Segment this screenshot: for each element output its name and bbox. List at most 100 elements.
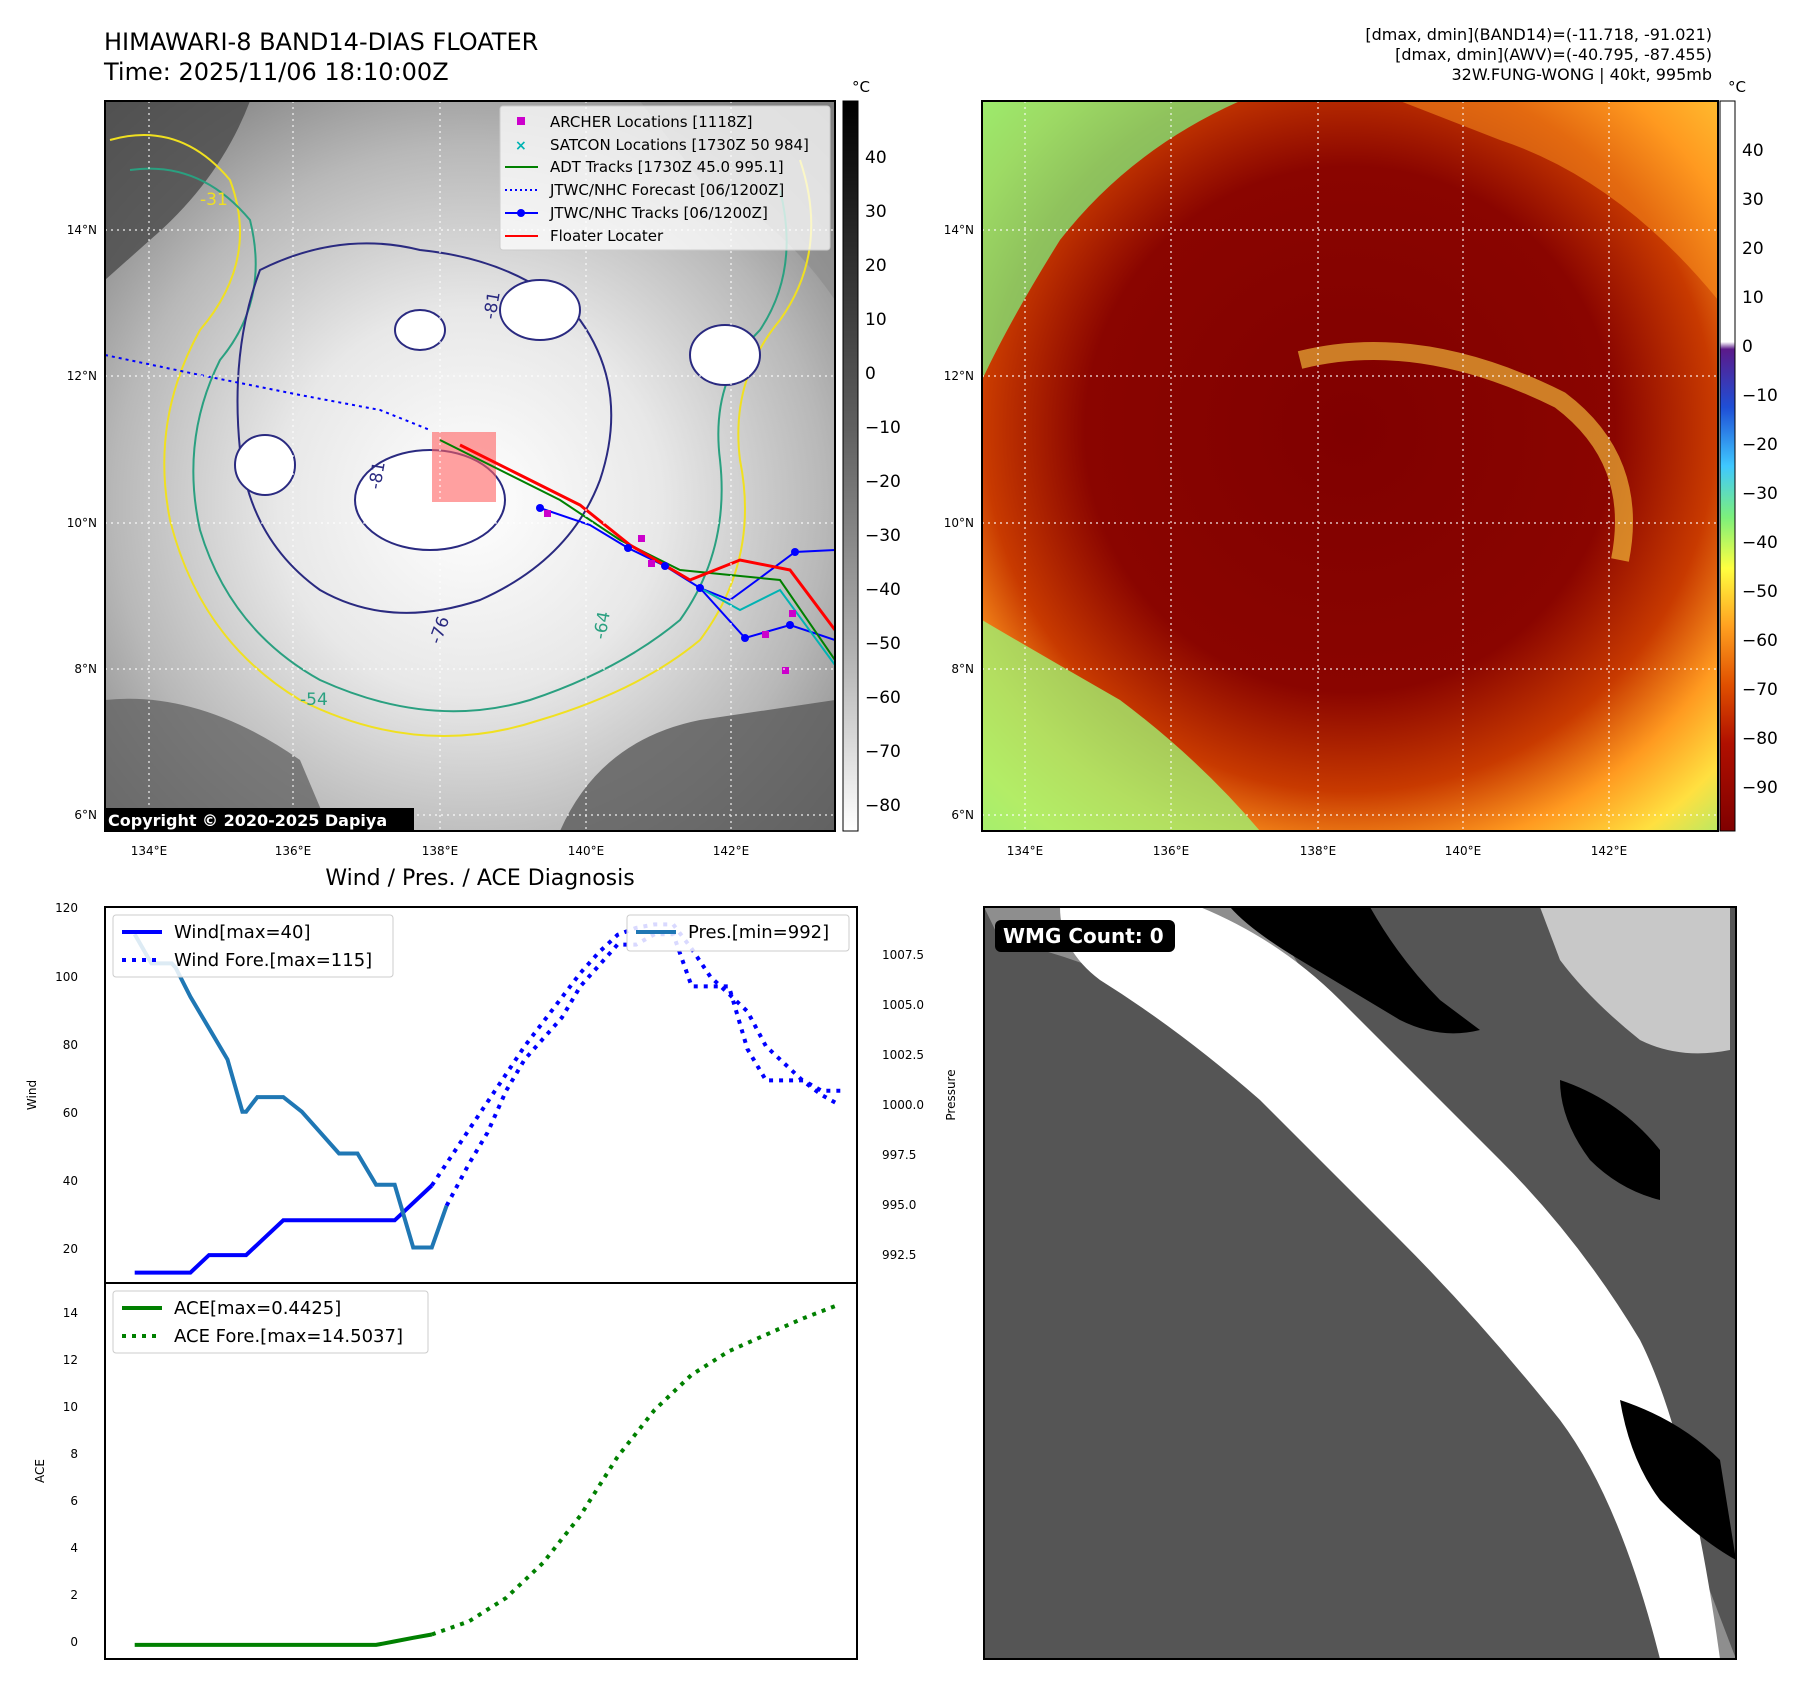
contour-label: -64 xyxy=(590,610,615,641)
legend-floater-label: Floater Locater xyxy=(550,227,664,245)
ir-cbar-tick: −50 xyxy=(865,634,901,654)
archer-point-4 xyxy=(762,631,769,638)
awv-cbar-tick: −50 xyxy=(1742,582,1778,602)
lat-tick: 10°N xyxy=(67,516,97,530)
ir-colorbar-ramp xyxy=(842,100,859,832)
awv-colorbar-unit: °C xyxy=(1728,78,1746,96)
figure-title: HIMAWARI-8 BAND14-DIAS FLOATER xyxy=(104,28,538,56)
awv-cbar-tick: −90 xyxy=(1742,778,1778,798)
awv-moist-band xyxy=(1297,342,1633,562)
ace-fore-legend-label: ACE Fore.[max=14.5037] xyxy=(174,1326,403,1347)
ir-clear-region-nw xyxy=(105,101,250,280)
wmg-region-black-right-2 xyxy=(1620,1400,1736,1560)
ace-tick: 0 xyxy=(70,1635,78,1649)
wind-legend: Wind[max=40] Wind Fore.[max=115] xyxy=(112,914,394,978)
lon-tick: 140°E xyxy=(1445,844,1482,858)
pres-tick: 995.0 xyxy=(882,1198,916,1212)
storm-info: 32W.FUNG-WONG | 40kt, 995mb xyxy=(1451,65,1712,84)
wind-tick: 80 xyxy=(63,1038,78,1052)
wind-tick: 40 xyxy=(63,1174,78,1188)
ir-cbar-tick: 20 xyxy=(865,256,887,276)
awv-range: [dmax, dmin](AWV)=(-40.795, -87.455) xyxy=(1395,45,1712,64)
wmg-panel: WMG Count: 0 xyxy=(983,906,1737,1660)
map-legend-box xyxy=(499,105,831,251)
ir-clear-region-se xyxy=(560,700,835,831)
wind-line xyxy=(134,1184,434,1275)
pres-legend-box xyxy=(626,914,850,952)
ace-tick: 12 xyxy=(63,1353,78,1367)
lon-tick: 138°E xyxy=(1300,844,1337,858)
awv-gridlines xyxy=(982,101,1718,831)
archer-point-6 xyxy=(782,667,789,674)
lat-tick: 14°N xyxy=(944,223,974,237)
ir-cbar-tick: −80 xyxy=(865,796,901,816)
ir-cbar-tick: −70 xyxy=(865,742,901,762)
pres-axis-label: Pressure xyxy=(944,1069,958,1120)
ace-tick: 10 xyxy=(63,1400,78,1414)
ir-cbar-tick: −10 xyxy=(865,418,901,438)
ir-map-frame xyxy=(104,100,836,832)
awv-dry-region-sw xyxy=(982,620,1260,831)
jtwc-point-6 xyxy=(741,634,749,642)
copyright-box xyxy=(104,808,414,832)
ace-legend-label: ACE[max=0.4425] xyxy=(174,1298,341,1319)
ir-cbar-tick: −60 xyxy=(865,688,901,708)
contour-label: -81 xyxy=(365,460,390,491)
ir-cbar-tick: −20 xyxy=(865,472,901,492)
lat-tick: 6°N xyxy=(74,808,97,822)
ace-tick: 6 xyxy=(70,1494,78,1508)
archer-point-1 xyxy=(544,510,551,517)
jtwc-point-5 xyxy=(791,548,799,556)
jtwc-point-1 xyxy=(536,504,544,512)
lat-tick: 14°N xyxy=(67,223,97,237)
wind-tick: 60 xyxy=(63,1106,78,1120)
contour-label: -54 xyxy=(300,690,328,710)
jtwc-point-2 xyxy=(624,544,632,552)
wind-legend-box xyxy=(112,914,394,978)
awv-map-frame xyxy=(981,100,1719,832)
lat-tick: 8°N xyxy=(951,662,974,676)
wmg-frame xyxy=(983,906,1737,1660)
awv-map-panel xyxy=(982,101,1718,831)
pres-legend-label: Pres.[min=992] xyxy=(688,922,829,943)
awv-cbar-tick: −60 xyxy=(1742,631,1778,651)
jtwc-point-4 xyxy=(696,584,704,592)
awv-lat-ticks: 14°N 12°N 10°N 8°N 6°N xyxy=(944,223,974,822)
contour-label: -81 xyxy=(480,290,505,321)
pres-tick: 992.5 xyxy=(882,1248,916,1262)
ace-legend-box xyxy=(112,1290,429,1354)
ace-legend: ACE[max=0.4425] ACE Fore.[max=14.5037] xyxy=(112,1290,429,1354)
contour-label: -31 xyxy=(200,190,228,210)
lon-tick: 140°E xyxy=(568,844,605,858)
wind-pres-panel: Wind Pressure 120 100 80 60 40 20 1007.5… xyxy=(25,901,958,1284)
ir-cbar-tick: 10 xyxy=(865,310,887,330)
awv-dry-region-nw xyxy=(982,101,1240,380)
map-legend: ARCHER Locations [1118Z] × SATCON Locati… xyxy=(499,105,831,251)
archer-point-3 xyxy=(648,560,655,567)
lat-tick: 10°N xyxy=(944,516,974,530)
wind-tick: 20 xyxy=(63,1242,78,1256)
ace-frame xyxy=(104,1282,858,1660)
pres-tick: 1000.0 xyxy=(882,1098,924,1112)
awv-colorbar: °C 40 30 20 10 0 −10 −20 −30 −40 −50 −60… xyxy=(1719,78,1778,832)
legend-archer-marker xyxy=(517,117,525,125)
cold-cell-3 xyxy=(234,434,296,496)
legend-satcon-label: SATCON Locations [1730Z 50 984] xyxy=(550,136,809,154)
ir-colorbar-unit: °C xyxy=(852,78,870,96)
awv-lon-ticks: 134°E 136°E 138°E 140°E 142°E xyxy=(1007,844,1628,858)
ir-cbar-tick: 0 xyxy=(865,364,876,384)
figure-time: Time: 2025/11/06 18:10:00Z xyxy=(103,58,449,86)
awv-cbar-tick: 40 xyxy=(1742,141,1764,161)
ir-colorbar: °C 40 30 20 10 0 −10 −20 −30 −40 −50 −60… xyxy=(842,78,901,832)
lat-tick: 8°N xyxy=(74,662,97,676)
ace-tick: 8 xyxy=(70,1447,78,1461)
ace-forecast-line xyxy=(431,1302,842,1637)
lon-tick: 134°E xyxy=(131,844,168,858)
lon-tick: 142°E xyxy=(1591,844,1628,858)
copyright-text: Copyright © 2020-2025 Dapiya xyxy=(108,811,387,830)
lon-tick: 138°E xyxy=(422,844,459,858)
awv-cbar-tick: −10 xyxy=(1742,386,1778,406)
awv-cbar-tick: 30 xyxy=(1742,190,1764,210)
wmg-region-white xyxy=(1060,907,1720,1659)
wind-forecast-line xyxy=(430,922,842,1187)
